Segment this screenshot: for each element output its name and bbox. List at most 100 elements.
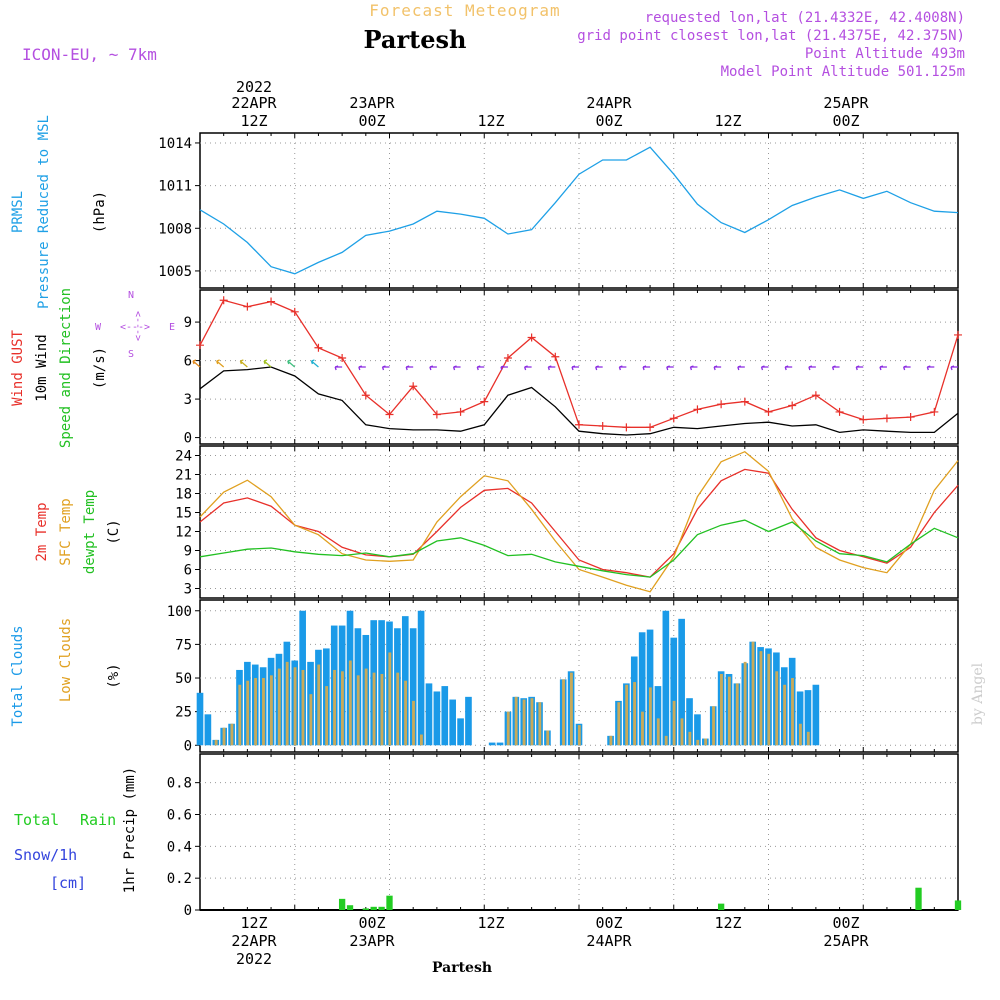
precip-bar [370, 906, 377, 910]
cloud-low-bar [783, 684, 787, 746]
y-tick-label: 6 [184, 354, 192, 370]
cloud-low-bar [246, 680, 250, 746]
cloud-low-bar [419, 734, 423, 746]
y-tick-label: 1008 [158, 221, 192, 237]
precip-bar [362, 908, 369, 910]
gust-marker [338, 354, 347, 363]
cloud-low-bar [333, 669, 336, 746]
precip-bar [915, 887, 922, 910]
bottom-date-4: 25APR [823, 932, 869, 950]
wind-arrow [524, 365, 532, 371]
gust-marker [598, 422, 607, 431]
cloud-low-bar [704, 738, 708, 746]
cloud-low-bar [277, 668, 281, 746]
p3-label-2m: 2m Temp [34, 502, 50, 561]
cloud-low-bar [396, 672, 400, 746]
cloud-low-bar [230, 723, 234, 746]
cloud-low-bar [641, 711, 644, 746]
cloud-total-bar [204, 714, 212, 746]
y-tick-label: 0.6 [167, 807, 192, 823]
gust-marker [669, 414, 678, 423]
cloud-low-bar [806, 731, 810, 746]
cloud-low-bar [664, 735, 668, 746]
wind-arrow [358, 365, 366, 371]
y-tick-label: 9 [184, 544, 192, 560]
cloud-low-bar [775, 671, 779, 746]
y-tick-label: 0.2 [167, 871, 192, 887]
bottom-hour-4: 00Z [595, 914, 622, 932]
cloud-low-bar [364, 668, 368, 746]
y-tick-label: 0.4 [167, 839, 192, 855]
p3-label-dew: dewpt Temp [82, 490, 98, 574]
p2-label-unit: (m/s) [92, 347, 108, 389]
y-tick-label: 18 [175, 487, 192, 503]
watermark: by Angel [970, 662, 986, 725]
cloud-total-bar [694, 714, 701, 746]
wind-arrow [500, 365, 508, 371]
y-tick-label: 75 [175, 637, 192, 653]
gust-marker [835, 407, 844, 416]
y-tick-label: 0 [184, 431, 192, 447]
cloud-low-bar [633, 682, 637, 746]
top-hour-3: 12Z [477, 112, 504, 130]
wind-arrow [595, 365, 603, 371]
cloud-low-bar [317, 664, 321, 746]
cloud-low-bar [672, 700, 676, 746]
cloud-total-bar [417, 610, 425, 746]
gust-marker [385, 410, 394, 419]
cloud-low-bar [656, 718, 660, 746]
cloud-low-bar [285, 661, 289, 746]
cloud-low-bar [546, 730, 550, 746]
wind-arrow [476, 365, 485, 371]
p4-label-total: Total Clouds [10, 625, 26, 726]
cloud-total-bar [686, 698, 693, 746]
top-hour-2: 00Z [358, 112, 385, 130]
cloud-total-bar [662, 610, 670, 746]
panel-3: 3 6 9 12 15 18 21 24 [175, 445, 959, 599]
cloud-total-bar [678, 618, 685, 746]
top-hour-6: 00Z [832, 112, 859, 130]
cloud-total-bar [425, 683, 433, 746]
series-line-2m-temp [199, 468, 959, 578]
p1-label-unit: (hPa) [92, 191, 108, 233]
wind-arrow [452, 365, 461, 371]
cloud-low-bar [514, 696, 518, 746]
cloud-total-bar [812, 684, 820, 746]
gust-marker [575, 420, 583, 429]
cloud-low-bar [609, 735, 613, 746]
cloud-total-bar [638, 632, 646, 746]
cloud-low-bar [356, 675, 360, 746]
p5-label-rain: Rain [80, 811, 116, 829]
y-tick-label: 50 [175, 671, 192, 687]
cloud-low-bar [648, 687, 652, 746]
bottom-date-1: 22APR [231, 932, 277, 950]
cloud-total-bar [496, 742, 504, 746]
wind-arrow [713, 365, 722, 371]
wind-arrow [926, 365, 935, 371]
cloud-total-bar [409, 628, 417, 746]
point-altitude: Point Altitude 493m [805, 46, 965, 62]
cloud-total-bar [796, 691, 804, 746]
series-line-dewpt-temp [199, 519, 959, 578]
gust-marker [882, 414, 891, 423]
p5-label-snow: Snow/1h [14, 846, 77, 864]
wind-arrow [831, 365, 840, 371]
cloud-low-bar [341, 671, 344, 746]
cloud-low-bar [798, 723, 802, 746]
bottom-hour-2: 00Z [358, 914, 385, 932]
cloud-low-bar [562, 679, 565, 746]
cloud-low-bar [577, 725, 581, 746]
cloud-total-bar [457, 718, 464, 746]
gust-marker [693, 405, 702, 414]
cloud-low-bar [767, 653, 771, 746]
wind-arrow [429, 365, 437, 371]
wind-arrow [216, 359, 225, 368]
precip-bar [338, 898, 346, 910]
cloud-low-bar [720, 673, 723, 746]
wind-arrow [239, 359, 248, 368]
requested-coords: requested lon,lat (21.4332E, 42.4008N) [645, 10, 965, 26]
bottom-hour-1: 12Z [240, 914, 267, 932]
cloud-total-bar [449, 699, 456, 746]
cloud-low-bar [412, 700, 415, 746]
gust-marker [196, 341, 204, 350]
